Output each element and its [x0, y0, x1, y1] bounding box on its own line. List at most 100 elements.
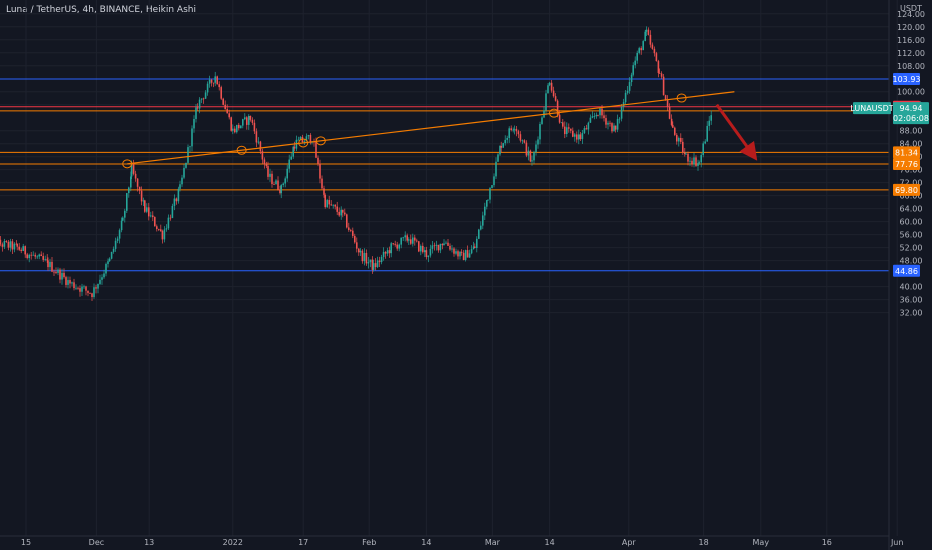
candle	[687, 153, 689, 162]
candle	[11, 241, 14, 250]
candle	[657, 61, 660, 73]
candle	[664, 95, 667, 101]
candle	[510, 128, 512, 131]
candle	[478, 229, 480, 239]
level-tag	[893, 72, 920, 85]
candle	[348, 227, 350, 230]
candle	[212, 82, 215, 84]
candle	[130, 176, 132, 188]
candle	[576, 134, 578, 140]
candle	[603, 115, 605, 119]
candle	[529, 150, 532, 162]
candle	[624, 92, 627, 103]
y-tick-label: 52.00	[900, 244, 923, 253]
candle	[457, 251, 459, 257]
candle	[181, 177, 183, 185]
y-tick-label: 84.00	[900, 140, 923, 149]
candle	[579, 134, 582, 140]
candle	[315, 142, 317, 158]
candle	[234, 128, 236, 133]
y-tick-label: 120.00	[897, 23, 925, 32]
candle	[644, 31, 646, 42]
candle	[642, 41, 644, 51]
candle	[183, 167, 185, 178]
candle	[158, 229, 160, 230]
candle	[105, 263, 107, 274]
candle	[354, 235, 356, 243]
touch-marker	[315, 136, 326, 146]
candle	[156, 226, 158, 230]
candle	[497, 154, 499, 162]
candle	[334, 204, 336, 207]
candle	[638, 48, 640, 53]
candle	[273, 184, 275, 185]
candle	[632, 65, 634, 75]
candle	[0, 239, 2, 245]
candle	[288, 159, 290, 169]
candle	[248, 115, 250, 125]
candle	[589, 117, 592, 123]
candle	[616, 119, 619, 130]
candle	[591, 116, 594, 118]
candle	[108, 258, 111, 262]
candle	[601, 108, 603, 116]
candle	[344, 212, 346, 215]
candle	[165, 228, 168, 230]
candle	[30, 254, 32, 256]
candle	[356, 242, 358, 249]
candle	[578, 134, 580, 140]
candle	[255, 131, 258, 143]
candle	[611, 123, 613, 132]
candle	[464, 250, 467, 261]
y-tick-label: 124.00	[897, 10, 925, 19]
candle	[609, 122, 611, 124]
candle	[406, 235, 408, 241]
candle	[47, 260, 49, 268]
trendline-layer[interactable]	[122, 91, 735, 169]
candle	[280, 185, 282, 194]
candle	[122, 217, 124, 221]
candle	[220, 87, 222, 99]
candle	[414, 237, 416, 241]
level-tag	[893, 146, 920, 159]
candle	[9, 241, 12, 248]
y-tick-label: 68.00	[900, 192, 923, 201]
candle	[317, 157, 319, 164]
candle	[455, 251, 457, 254]
candle	[3, 241, 6, 247]
symbol-tag-label: LUNAUSDT	[850, 104, 893, 113]
candle	[297, 139, 300, 141]
candle	[238, 124, 240, 129]
candle	[22, 246, 24, 251]
trendline	[127, 91, 735, 165]
candle	[668, 106, 671, 119]
candle	[474, 246, 476, 248]
candle	[660, 73, 663, 77]
candle	[103, 273, 105, 278]
candle	[120, 220, 123, 231]
candle	[232, 128, 234, 131]
candle	[371, 259, 374, 270]
candle	[451, 248, 453, 250]
candle	[59, 269, 61, 280]
candle	[63, 272, 65, 278]
candle	[275, 180, 277, 185]
candle	[459, 251, 461, 257]
candle	[267, 166, 269, 177]
candle	[380, 256, 383, 263]
candle	[138, 186, 141, 191]
candle	[541, 117, 543, 124]
x-tick-label: Mar	[485, 538, 501, 547]
candle	[136, 178, 139, 187]
candle	[91, 293, 93, 298]
candle	[24, 246, 26, 255]
x-tick-label: 15	[21, 538, 31, 547]
candle	[95, 287, 97, 289]
candle	[685, 153, 687, 155]
candle	[420, 245, 422, 252]
candle	[560, 122, 563, 124]
y-tick-label: 64.00	[900, 205, 923, 214]
level-tag	[893, 183, 920, 196]
candle	[271, 173, 273, 185]
